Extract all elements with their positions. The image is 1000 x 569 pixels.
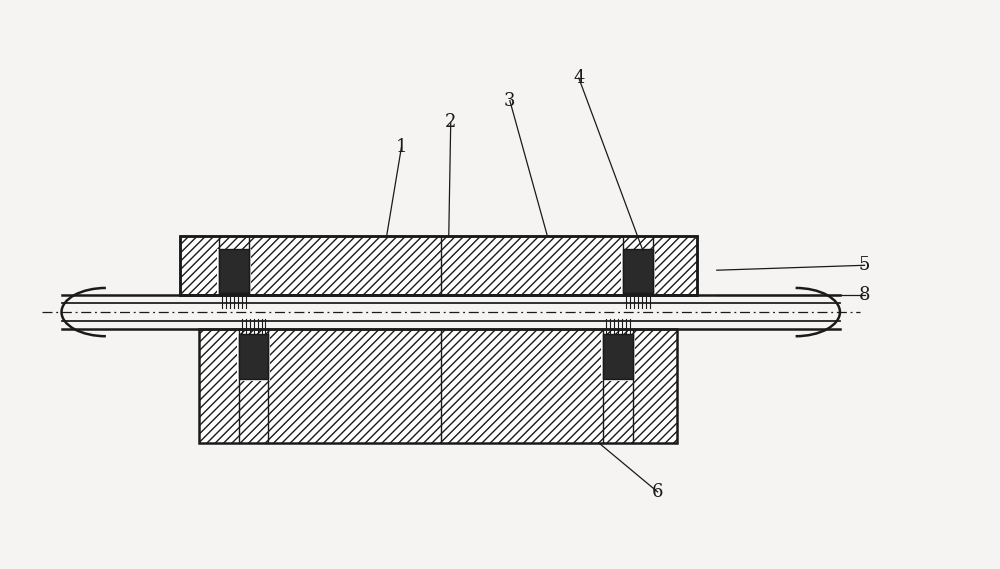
Text: 6: 6	[652, 483, 663, 501]
Text: 8: 8	[859, 286, 870, 304]
Bar	[180, 236, 697, 295]
Text: 5: 5	[859, 256, 870, 274]
Bar	[180, 236, 219, 295]
Bar	[180, 236, 697, 295]
Text: 4: 4	[573, 69, 585, 87]
Bar	[633, 329, 677, 443]
Bar	[623, 249, 653, 293]
Bar	[199, 329, 677, 443]
Bar	[249, 236, 623, 295]
Bar	[237, 334, 270, 381]
Bar	[219, 249, 249, 293]
Bar	[239, 334, 268, 378]
Bar	[180, 236, 697, 295]
Bar	[217, 249, 251, 295]
Bar	[199, 329, 677, 443]
Bar	[621, 249, 655, 295]
Bar	[199, 329, 239, 443]
Bar	[601, 334, 635, 381]
Bar	[603, 334, 633, 378]
Text: 3: 3	[504, 92, 516, 110]
Bar	[268, 329, 603, 443]
Bar	[653, 236, 697, 295]
Text: 1: 1	[396, 138, 407, 156]
Text: 2: 2	[445, 113, 456, 131]
